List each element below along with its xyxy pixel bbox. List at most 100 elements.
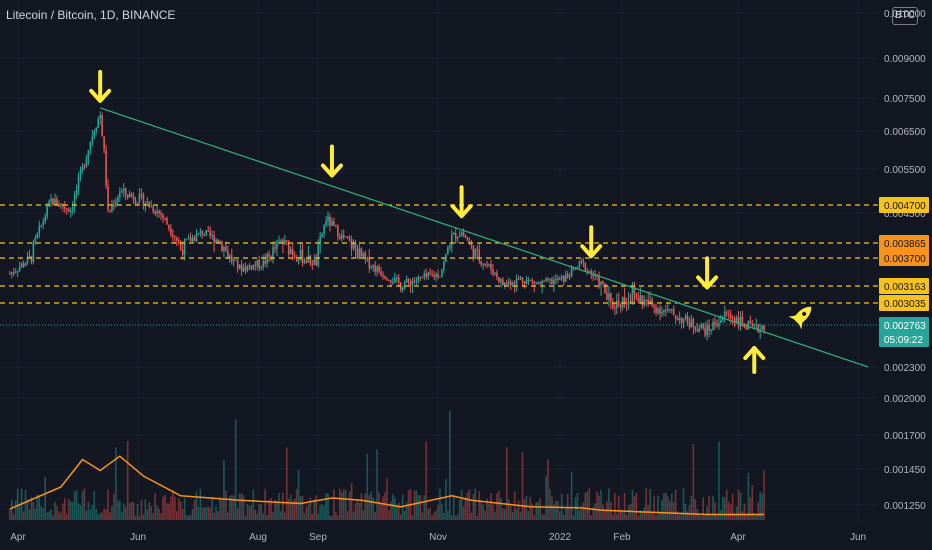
volume-bar-367 [729, 504, 732, 520]
candle-body-310 [617, 301, 620, 306]
candle-body-314 [625, 303, 628, 305]
volume-bar-30 [67, 499, 70, 520]
volume-bar-161 [325, 493, 327, 520]
volume-bar-129 [262, 513, 265, 520]
candle-body-209 [419, 276, 422, 278]
candle-body-297 [592, 274, 594, 277]
candle-body-8 [24, 263, 27, 267]
volume-bar-361 [718, 441, 720, 520]
candle-body-183 [368, 257, 371, 269]
candle-body-322 [641, 295, 644, 306]
candle-body-262 [523, 281, 526, 284]
volume-bar-249 [498, 490, 500, 520]
candle-body-106 [217, 239, 219, 243]
candle-body-115 [234, 259, 237, 261]
volume-bar-276 [551, 496, 553, 520]
candle-body-88 [181, 249, 184, 256]
candle-body-201 [403, 283, 406, 288]
candle-body-308 [613, 307, 616, 309]
volume-bar-255 [509, 505, 512, 520]
candle-body-43 [93, 131, 96, 137]
volume-bar-195 [392, 494, 394, 520]
candle-body-39 [85, 158, 88, 167]
volume-bar-93 [191, 508, 194, 520]
candle-body-71 [148, 201, 151, 207]
candle-body-324 [645, 299, 648, 301]
candle-body-134 [272, 247, 274, 260]
candle-body-114 [232, 260, 235, 262]
volume-bar-228 [456, 514, 459, 520]
candle-body-351 [698, 328, 701, 332]
volume-bar-111 [227, 512, 229, 520]
volume-bar-335 [667, 496, 669, 520]
level-label-bg-3 [879, 278, 929, 294]
y-tick-label-4: 0.005500 [884, 165, 926, 176]
volume-bar-33 [73, 491, 76, 520]
volume-bar-267 [533, 515, 536, 520]
candle-body-35 [77, 176, 80, 190]
candle-body-75 [156, 210, 158, 214]
candle-body-270 [539, 282, 541, 285]
volume-bar-132 [268, 500, 270, 520]
volume-bar-192 [386, 478, 388, 520]
volume-bar-248 [496, 493, 498, 520]
resistance-trendline [99, 107, 869, 368]
x-axis[interactable]: Apr Jun Aug Sep Nov 2022 Feb Apr Jun [10, 532, 866, 543]
candle-body-326 [649, 299, 651, 305]
candle-body-354 [704, 327, 706, 336]
candle-body-202 [405, 278, 408, 284]
volume-bar-164 [331, 515, 333, 520]
volume-bar-342 [680, 512, 683, 520]
candle-body-150 [303, 260, 306, 263]
candle-body-271 [541, 281, 543, 285]
volume-bar-333 [663, 493, 665, 520]
volume-bar-36 [79, 505, 82, 520]
volume-bar-86 [177, 498, 180, 520]
candle-body-381 [757, 324, 759, 333]
down-arrow-head-0 [89, 88, 112, 103]
volume-bar-244 [488, 503, 490, 520]
candle-body-86 [177, 240, 180, 243]
volume-bar-280 [558, 511, 561, 520]
volume-bar-221 [443, 512, 445, 520]
volume-bar-10 [28, 509, 31, 520]
volume-bar-340 [676, 511, 679, 520]
trendline[interactable] [99, 107, 869, 368]
candle-body-21 [50, 198, 52, 202]
candle-body-93 [191, 237, 194, 242]
up-arrow-icon [743, 346, 766, 374]
volume-bar-160 [323, 506, 325, 520]
volume-bar-5 [18, 504, 21, 520]
candle-body-124 [252, 264, 255, 270]
candle-body-44 [95, 127, 98, 132]
volume-bar-167 [337, 515, 339, 520]
volume-bar-87 [179, 501, 182, 520]
candle-body-19 [46, 206, 48, 217]
currency-badge[interactable]: BTC [892, 7, 918, 25]
candle-body-89 [183, 239, 186, 256]
volume-bar-291 [580, 505, 583, 520]
candle-body-27 [62, 203, 64, 207]
candle-body-149 [301, 249, 304, 263]
y-axis[interactable]: 0.010000 0.009000 0.007500 0.006500 0.005500… [884, 9, 926, 512]
volume-bar-47 [101, 512, 103, 520]
volume-bar-48 [103, 508, 105, 520]
candle-body-62 [130, 193, 133, 197]
candle-body-238 [476, 249, 479, 251]
volume-bar-105 [215, 505, 217, 520]
volume-bar-25 [58, 511, 60, 520]
candle-body-54 [115, 201, 117, 207]
candle-body-263 [525, 280, 528, 284]
volume-bar-324 [645, 488, 648, 520]
volume-bar-330 [657, 496, 659, 520]
volume-bar-373 [741, 511, 744, 520]
candle-body-375 [745, 327, 748, 330]
volume-bar-266 [531, 504, 534, 520]
volume-bar-376 [747, 472, 750, 520]
volume-bar-300 [598, 495, 600, 520]
volume-bar-370 [735, 506, 738, 520]
candle-body-102 [209, 230, 211, 236]
candle-body-295 [588, 270, 591, 272]
volume-bar-78 [162, 496, 164, 520]
